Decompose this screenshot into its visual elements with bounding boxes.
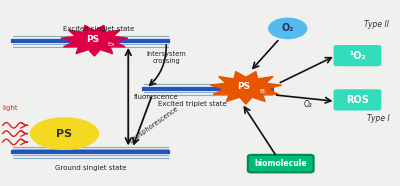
Text: Excited triplet state: Excited triplet state: [158, 101, 226, 107]
Text: Excited singlet state: Excited singlet state: [63, 26, 134, 32]
Text: Ground singlet state: Ground singlet state: [55, 165, 126, 171]
Text: Intersystem
crossing: Intersystem crossing: [146, 51, 186, 64]
Text: PS: PS: [86, 35, 99, 44]
Text: PS: PS: [237, 82, 250, 91]
Text: biomolecule: biomolecule: [254, 159, 307, 168]
Text: fluorescence: fluorescence: [134, 94, 179, 100]
Text: PS: PS: [56, 129, 72, 139]
FancyBboxPatch shape: [248, 155, 314, 172]
Text: phosphorescence: phosphorescence: [128, 105, 180, 144]
Circle shape: [30, 118, 98, 149]
Polygon shape: [210, 72, 281, 104]
FancyBboxPatch shape: [334, 45, 381, 66]
Text: Type I: Type I: [366, 114, 389, 123]
Text: Type II: Type II: [364, 20, 389, 29]
Ellipse shape: [269, 18, 307, 39]
Text: Et: Et: [259, 89, 265, 94]
Text: Ex: Ex: [107, 42, 115, 47]
Text: ROS: ROS: [346, 95, 369, 105]
Text: O₂: O₂: [282, 23, 294, 33]
Text: O₂: O₂: [303, 100, 312, 110]
Text: ¹O₂: ¹O₂: [349, 51, 366, 61]
FancyBboxPatch shape: [334, 89, 381, 110]
Text: light: light: [3, 105, 18, 111]
Polygon shape: [61, 25, 128, 56]
